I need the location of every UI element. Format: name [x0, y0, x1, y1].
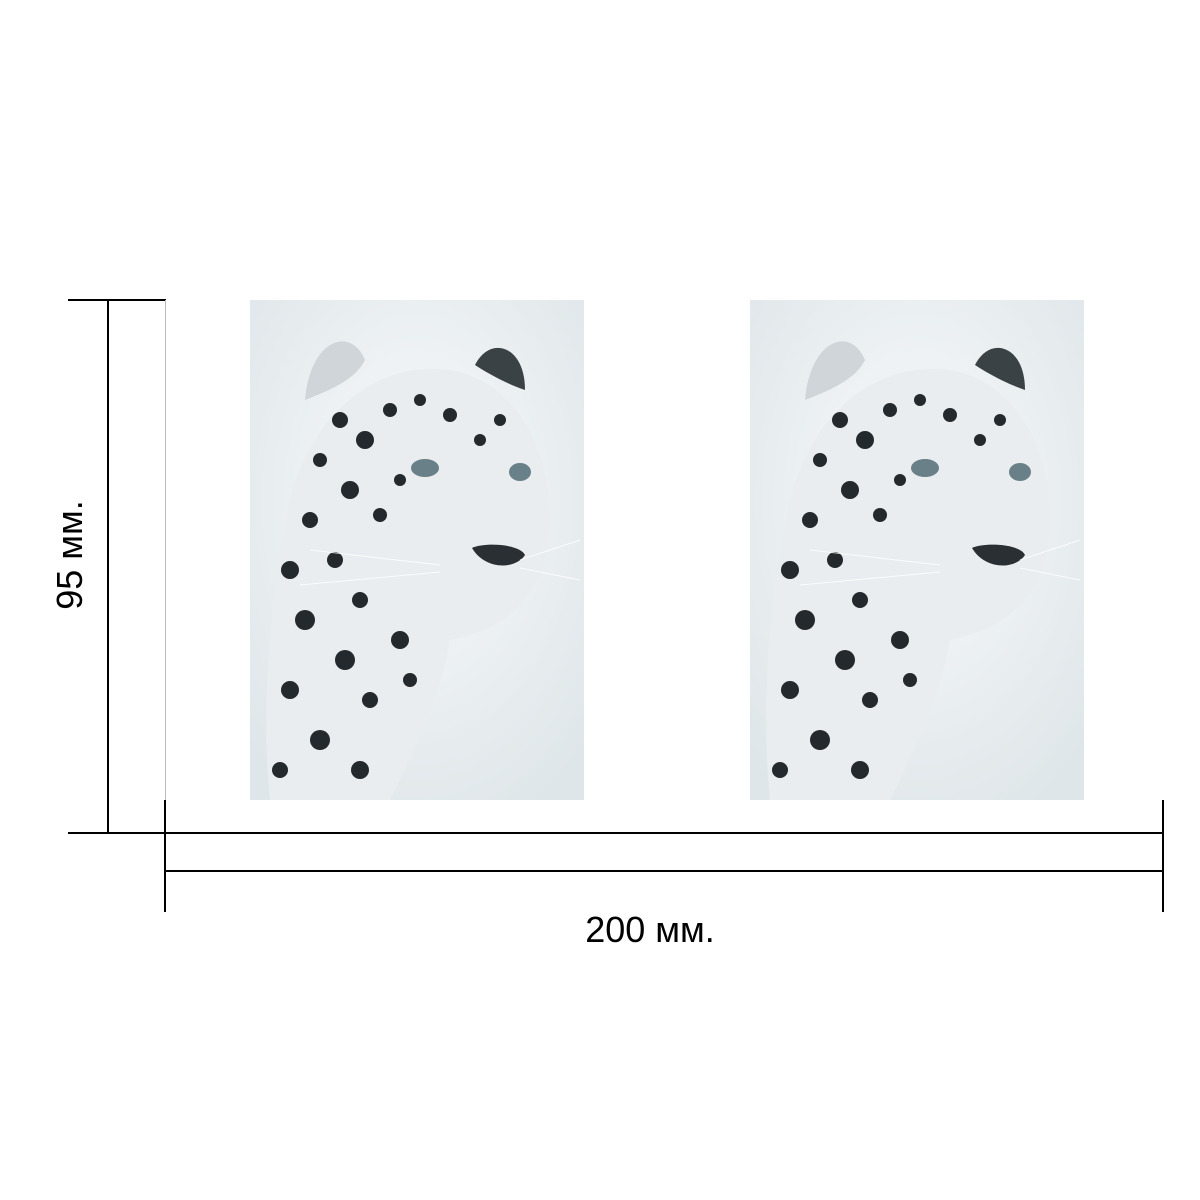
width-tick-left [164, 800, 166, 912]
width-tick-right [1162, 800, 1164, 912]
height-label: 95 мм. [49, 500, 90, 610]
height-tick-top [68, 299, 166, 301]
leopard-illustration [750, 300, 1084, 800]
width-label: 200 мм. [585, 909, 715, 950]
width-baseline [165, 832, 1164, 834]
width-dimension-line [165, 870, 1164, 872]
height-extension-line [165, 300, 166, 834]
height-dimension-line [107, 300, 109, 834]
leopard-image-left [250, 300, 584, 800]
leopard-illustration [250, 300, 584, 800]
leopard-image-right [750, 300, 1084, 800]
height-tick-bottom [68, 832, 166, 834]
